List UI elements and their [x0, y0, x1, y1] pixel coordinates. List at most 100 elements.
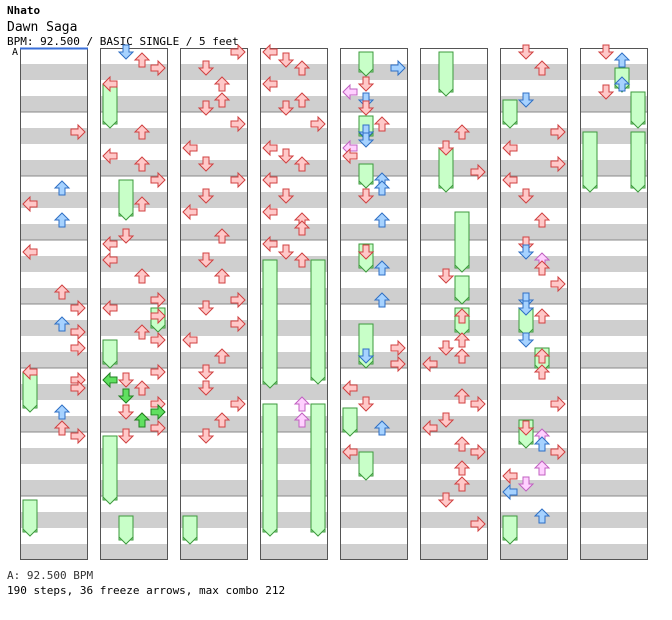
beat-band: [20, 448, 88, 464]
step-arrow: [70, 323, 86, 341]
step-arrow: [230, 171, 246, 189]
beat-band: [20, 416, 88, 432]
step-arrow: [453, 476, 471, 492]
step-arrow: [133, 156, 151, 172]
step-arrow: [357, 188, 375, 204]
step-arrow: [293, 252, 311, 268]
step-arrow: [357, 348, 375, 364]
step-arrow: [213, 348, 231, 364]
step-arrow: [597, 84, 615, 100]
freeze-arrow-body: [502, 515, 518, 541]
step-arrow: [102, 147, 118, 165]
step-arrow: [422, 419, 438, 437]
beat-band: [20, 160, 88, 176]
measure-column-border: [180, 48, 248, 560]
step-arrow: [150, 59, 166, 77]
beat-band: [420, 384, 488, 400]
step-arrow: [197, 364, 215, 380]
step-arrow: [502, 467, 518, 485]
step-arrow: [437, 492, 455, 508]
beat-band: [420, 96, 488, 112]
step-arrow: [213, 412, 231, 428]
beat-band: [260, 160, 328, 176]
step-arrow: [70, 379, 86, 397]
beat-band: [580, 224, 648, 240]
step-arrow: [230, 115, 246, 133]
step-arrow: [422, 355, 438, 373]
freeze-arrow-tail: [438, 88, 454, 97]
step-arrow: [150, 363, 166, 381]
beat-band: [420, 128, 488, 144]
freeze-arrow-body: [630, 131, 646, 189]
step-arrow: [262, 203, 278, 221]
step-arrow: [213, 76, 231, 92]
step-arrow: [342, 443, 358, 461]
step-arrow: [533, 508, 551, 524]
beat-band: [500, 384, 568, 400]
step-arrow: [53, 420, 71, 436]
step-arrow: [150, 307, 166, 325]
step-arrow: [53, 284, 71, 300]
freeze-arrow-tail: [22, 528, 38, 537]
beat-band: [180, 544, 248, 560]
freeze-arrow-tail: [102, 120, 118, 129]
step-arrow: [453, 436, 471, 452]
beat-band: [20, 256, 88, 272]
measure-column-border: [580, 48, 648, 560]
step-arrow: [277, 244, 295, 260]
beat-band: [100, 224, 168, 240]
step-arrow: [277, 148, 295, 164]
beat-band: [340, 224, 408, 240]
beat-band: [180, 352, 248, 368]
step-arrow: [277, 188, 295, 204]
freeze-arrow-tail: [358, 472, 374, 481]
step-arrow: [197, 60, 215, 76]
step-arrow: [437, 412, 455, 428]
step-arrow: [453, 460, 471, 476]
step-arrow: [150, 419, 166, 437]
beat-band: [20, 224, 88, 240]
step-arrow: [517, 244, 535, 260]
step-arrow: [133, 324, 151, 340]
beat-band: [180, 416, 248, 432]
freeze-arrow-body: [358, 451, 374, 477]
beat-band: [20, 544, 88, 560]
step-arrow: [533, 436, 551, 452]
step-arrow: [373, 180, 391, 196]
step-arrow: [262, 43, 278, 61]
step-arrow: [53, 404, 71, 420]
measure-column-border: [420, 48, 488, 560]
beat-band: [180, 128, 248, 144]
step-arrow: [182, 139, 198, 157]
step-arrow: [293, 412, 311, 428]
step-arrow: [70, 339, 86, 357]
step-arrow: [342, 83, 358, 101]
step-arrow: [533, 308, 551, 324]
step-arrow: [357, 76, 375, 92]
beat-band: [500, 256, 568, 272]
step-arrow: [437, 140, 455, 156]
beat-band: [20, 96, 88, 112]
step-arrow: [117, 388, 135, 404]
step-arrow: [613, 52, 631, 68]
beat-band: [580, 448, 648, 464]
step-arrow: [470, 395, 486, 413]
step-arrow: [357, 132, 375, 148]
freeze-arrow-tail: [262, 380, 278, 389]
freeze-arrow-tail: [102, 360, 118, 369]
beat-band: [420, 256, 488, 272]
chart-info: BPM: 92.500 / BASIC SINGLE / 5 feet: [7, 35, 239, 48]
step-arrow: [22, 195, 38, 213]
bpm-section-marker: A: [12, 47, 19, 58]
step-arrow: [502, 139, 518, 157]
step-arrow: [550, 123, 566, 141]
beat-band: [180, 384, 248, 400]
step-arrow: [470, 443, 486, 461]
beat-band: [500, 64, 568, 80]
step-arrow: [197, 100, 215, 116]
step-arrow: [470, 163, 486, 181]
step-arrow: [373, 420, 391, 436]
step-arrow: [293, 156, 311, 172]
freeze-arrow-body: [582, 131, 598, 189]
measure-column-border: [100, 48, 168, 560]
